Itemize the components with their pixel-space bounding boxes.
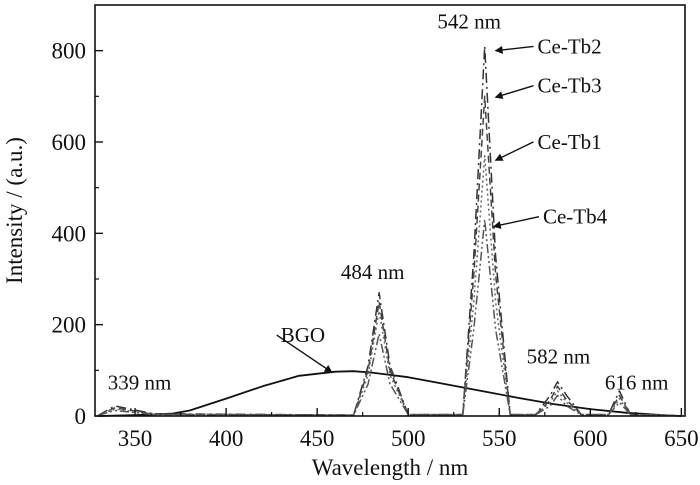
arrow-icon — [494, 45, 534, 54]
annotations-layer: 542 nm 484 nm 582 nm 616 nm 339 nm BGO Ce-Tb2 C… — [108, 10, 669, 395]
x-tick-label: 400 — [209, 426, 244, 451]
series-line-ce-tb3 — [98, 95, 682, 417]
arrow-icon — [494, 85, 534, 100]
annotation-label: Ce-Tb2 — [538, 34, 602, 58]
x-tick-label: 350 — [118, 426, 153, 451]
annotation-label: 616 nm — [605, 371, 669, 395]
arrow-icon — [492, 216, 540, 229]
annotation-label: 484 nm — [341, 260, 405, 284]
x-axis-label: Wavelength / nm — [312, 455, 469, 480]
annotation-label: 339 nm — [108, 371, 172, 395]
arrow-icon — [494, 141, 534, 161]
y-axis-label: Intensity / (a.u.) — [2, 137, 27, 284]
series-line-ce-tb1 — [98, 154, 682, 417]
annotation-label: Ce-Tb4 — [543, 205, 608, 229]
annotation-label: 582 nm — [527, 344, 591, 368]
x-tick-label: 600 — [573, 426, 608, 451]
y-tick-label: 400 — [52, 221, 87, 246]
y-tick-label: 200 — [52, 313, 87, 338]
y-tick-label: 0 — [75, 404, 87, 429]
x-tick-label: 500 — [391, 426, 426, 451]
annotation-label: Ce-Tb3 — [538, 74, 602, 98]
series-layer — [98, 45, 682, 417]
series-line-ce-tb2 — [98, 45, 682, 417]
ticks-layer: 350 400 450 500 550 600 650 0 200 400 600 800 — [52, 39, 699, 451]
x-tick-label: 450 — [300, 426, 335, 451]
arrow-icon — [276, 334, 333, 373]
y-tick-label: 600 — [52, 130, 87, 155]
series-line-ce-tb4 — [98, 218, 682, 417]
y-tick-label: 800 — [52, 39, 87, 64]
x-tick-label: 550 — [482, 426, 517, 451]
series-line-bgo — [98, 370, 682, 417]
annotation-label: 542 nm — [437, 10, 501, 34]
annotation-label: BGO — [281, 323, 325, 347]
annotation-label: Ce-Tb1 — [538, 130, 602, 154]
x-tick-label: 650 — [664, 426, 699, 451]
plot-frame — [94, 4, 686, 417]
